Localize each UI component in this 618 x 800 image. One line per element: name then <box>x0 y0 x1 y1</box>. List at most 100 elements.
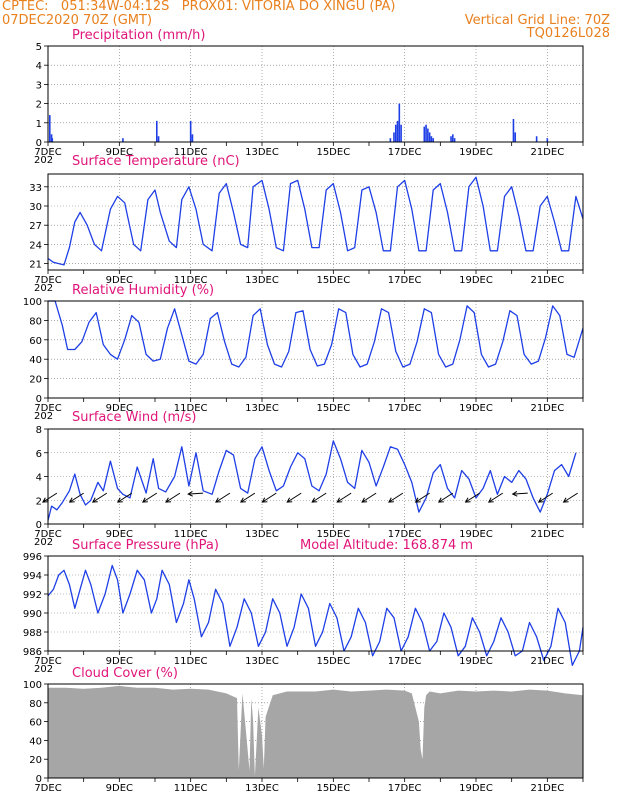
temp-xtick-label: 13DEC <box>245 275 279 286</box>
wind-arrow <box>415 492 430 503</box>
temp-xtick-label: 19DEC <box>459 275 493 286</box>
rh-ytick-label: 0 <box>36 394 42 405</box>
rh-ytick-label: 100 <box>23 297 42 308</box>
wind-title: Surface Wind (m/s) <box>72 410 197 425</box>
wind-xtick-label: 7DEC <box>34 529 61 540</box>
precip-bar <box>427 128 429 142</box>
rh-xtick-label: 11DEC <box>174 403 208 414</box>
wind-xtick-label: 13DEC <box>245 529 279 540</box>
cloud-xtick-label: 7DEC <box>34 783 61 794</box>
precip-bar <box>157 136 160 142</box>
pres-series-line <box>47 564 584 666</box>
temp-ytick-label: 30 <box>29 202 42 213</box>
wind-arrow <box>336 492 352 503</box>
rh-ytick-label: 40 <box>29 355 42 366</box>
cloud-xtick-label: 13DEC <box>245 783 279 794</box>
temp-ytick-label: 24 <box>29 240 42 251</box>
cloud-ytick-label: 40 <box>29 736 42 747</box>
rh-xtick-label: 17DEC <box>388 403 422 414</box>
wind-arrow-head <box>388 497 394 503</box>
temp-xtick-label: 17DEC <box>388 275 422 286</box>
wind-ytick-label: 8 <box>36 425 42 436</box>
grid-note: Vertical Grid Line: 70Z <box>464 13 610 28</box>
cloud-panel <box>44 683 584 782</box>
precip-bar <box>122 138 124 142</box>
wind-arrow <box>240 492 256 503</box>
rh-xtick-label: 9DEC <box>106 403 133 414</box>
precip-xtick-label: 7DEC <box>34 147 61 158</box>
precip-bar <box>512 118 515 142</box>
cloud-xtick-label: 19DEC <box>459 783 493 794</box>
wind-arrow-head <box>68 497 75 503</box>
pres-ytick-label: 992 <box>23 590 42 601</box>
pres-ytick-label: 988 <box>23 628 42 639</box>
temp-ytick-label: 27 <box>29 221 42 232</box>
wind-xtick-label: 15DEC <box>316 529 350 540</box>
rh-panel <box>44 300 584 402</box>
precip-bar <box>452 134 454 142</box>
cloud-ytick-label: 20 <box>29 755 42 766</box>
precip-bar <box>430 136 433 142</box>
precip-bar <box>450 136 452 142</box>
wind-xtick-label: 17DEC <box>388 529 422 540</box>
cloud-xtick-label: 17DEC <box>388 783 422 794</box>
wind-arrow-head <box>311 497 318 503</box>
wind-arrow-head <box>42 497 48 503</box>
pres-xtick-label: 9DEC <box>106 656 133 667</box>
precip-bar <box>428 132 431 142</box>
cloud-ytick-label: 100 <box>23 680 42 691</box>
rh-title: Relative Humidity (%) <box>72 283 215 298</box>
precip-xtick-label: 21DEC <box>530 147 564 158</box>
precip-xtick-label: 19DEC <box>459 147 493 158</box>
precip-xtick-label: 11DEC <box>174 147 208 158</box>
cloud-frame <box>47 683 584 779</box>
precip-ytick-label: 0 <box>36 138 42 149</box>
wind-arrow-head <box>165 497 172 503</box>
temp-cut-label: 202 <box>34 283 53 294</box>
wind-arrow-head <box>336 497 343 503</box>
wind-arrow-head <box>286 497 293 503</box>
rh-ytick-label: 60 <box>29 336 42 347</box>
precip-bar <box>394 124 397 142</box>
pres-xtick-label: 7DEC <box>34 656 61 667</box>
cloud-ytick-label: 0 <box>36 774 42 785</box>
precip-frame <box>47 45 584 143</box>
wind-arrow <box>42 492 58 503</box>
precip-ytick-label: 1 <box>36 119 42 130</box>
wind-arrow <box>142 492 158 503</box>
wind-ytick-label: 2 <box>36 496 42 507</box>
rh-xtick-label: 19DEC <box>459 403 493 414</box>
rh-series-line <box>48 300 584 368</box>
wind-arrow-head <box>91 497 98 503</box>
wind-arrow <box>311 492 327 503</box>
precip-ytick-label: 3 <box>36 80 42 91</box>
temp-xtick-label: 7DEC <box>34 275 61 286</box>
precip-bar <box>423 126 426 142</box>
cloud-xtick-label: 21DEC <box>530 783 564 794</box>
wind-arrow <box>188 492 204 495</box>
precip-bar <box>535 136 538 142</box>
precip-ytick-label: 5 <box>36 42 42 53</box>
wind-arrow-head <box>464 497 471 503</box>
precip-bar <box>425 124 427 142</box>
precip-bar <box>546 138 549 142</box>
precip-cut-label: 202 <box>34 155 53 166</box>
cloud-xtick-label: 15DEC <box>316 783 350 794</box>
temp-ytick-label: 21 <box>29 260 42 271</box>
pres-ytick-label: 994 <box>23 571 42 582</box>
wind-arrow <box>538 492 553 503</box>
wind-arrow <box>117 492 133 503</box>
wind-cut-label: 202 <box>34 537 53 548</box>
wind-xtick-label: 9DEC <box>106 529 133 540</box>
precip-bar <box>400 124 402 142</box>
precip-bar <box>189 120 192 142</box>
wind-arrow <box>286 492 302 503</box>
wind-series-line <box>47 440 577 521</box>
rh-xtick-label: 13DEC <box>245 403 279 414</box>
temp-xtick-label: 15DEC <box>316 275 350 286</box>
precip-bar <box>393 132 395 142</box>
wind-xtick-label: 19DEC <box>459 529 493 540</box>
wind-xtick-label: 21DEC <box>530 529 564 540</box>
temp-panel <box>44 173 584 274</box>
wind-panel <box>42 428 584 528</box>
